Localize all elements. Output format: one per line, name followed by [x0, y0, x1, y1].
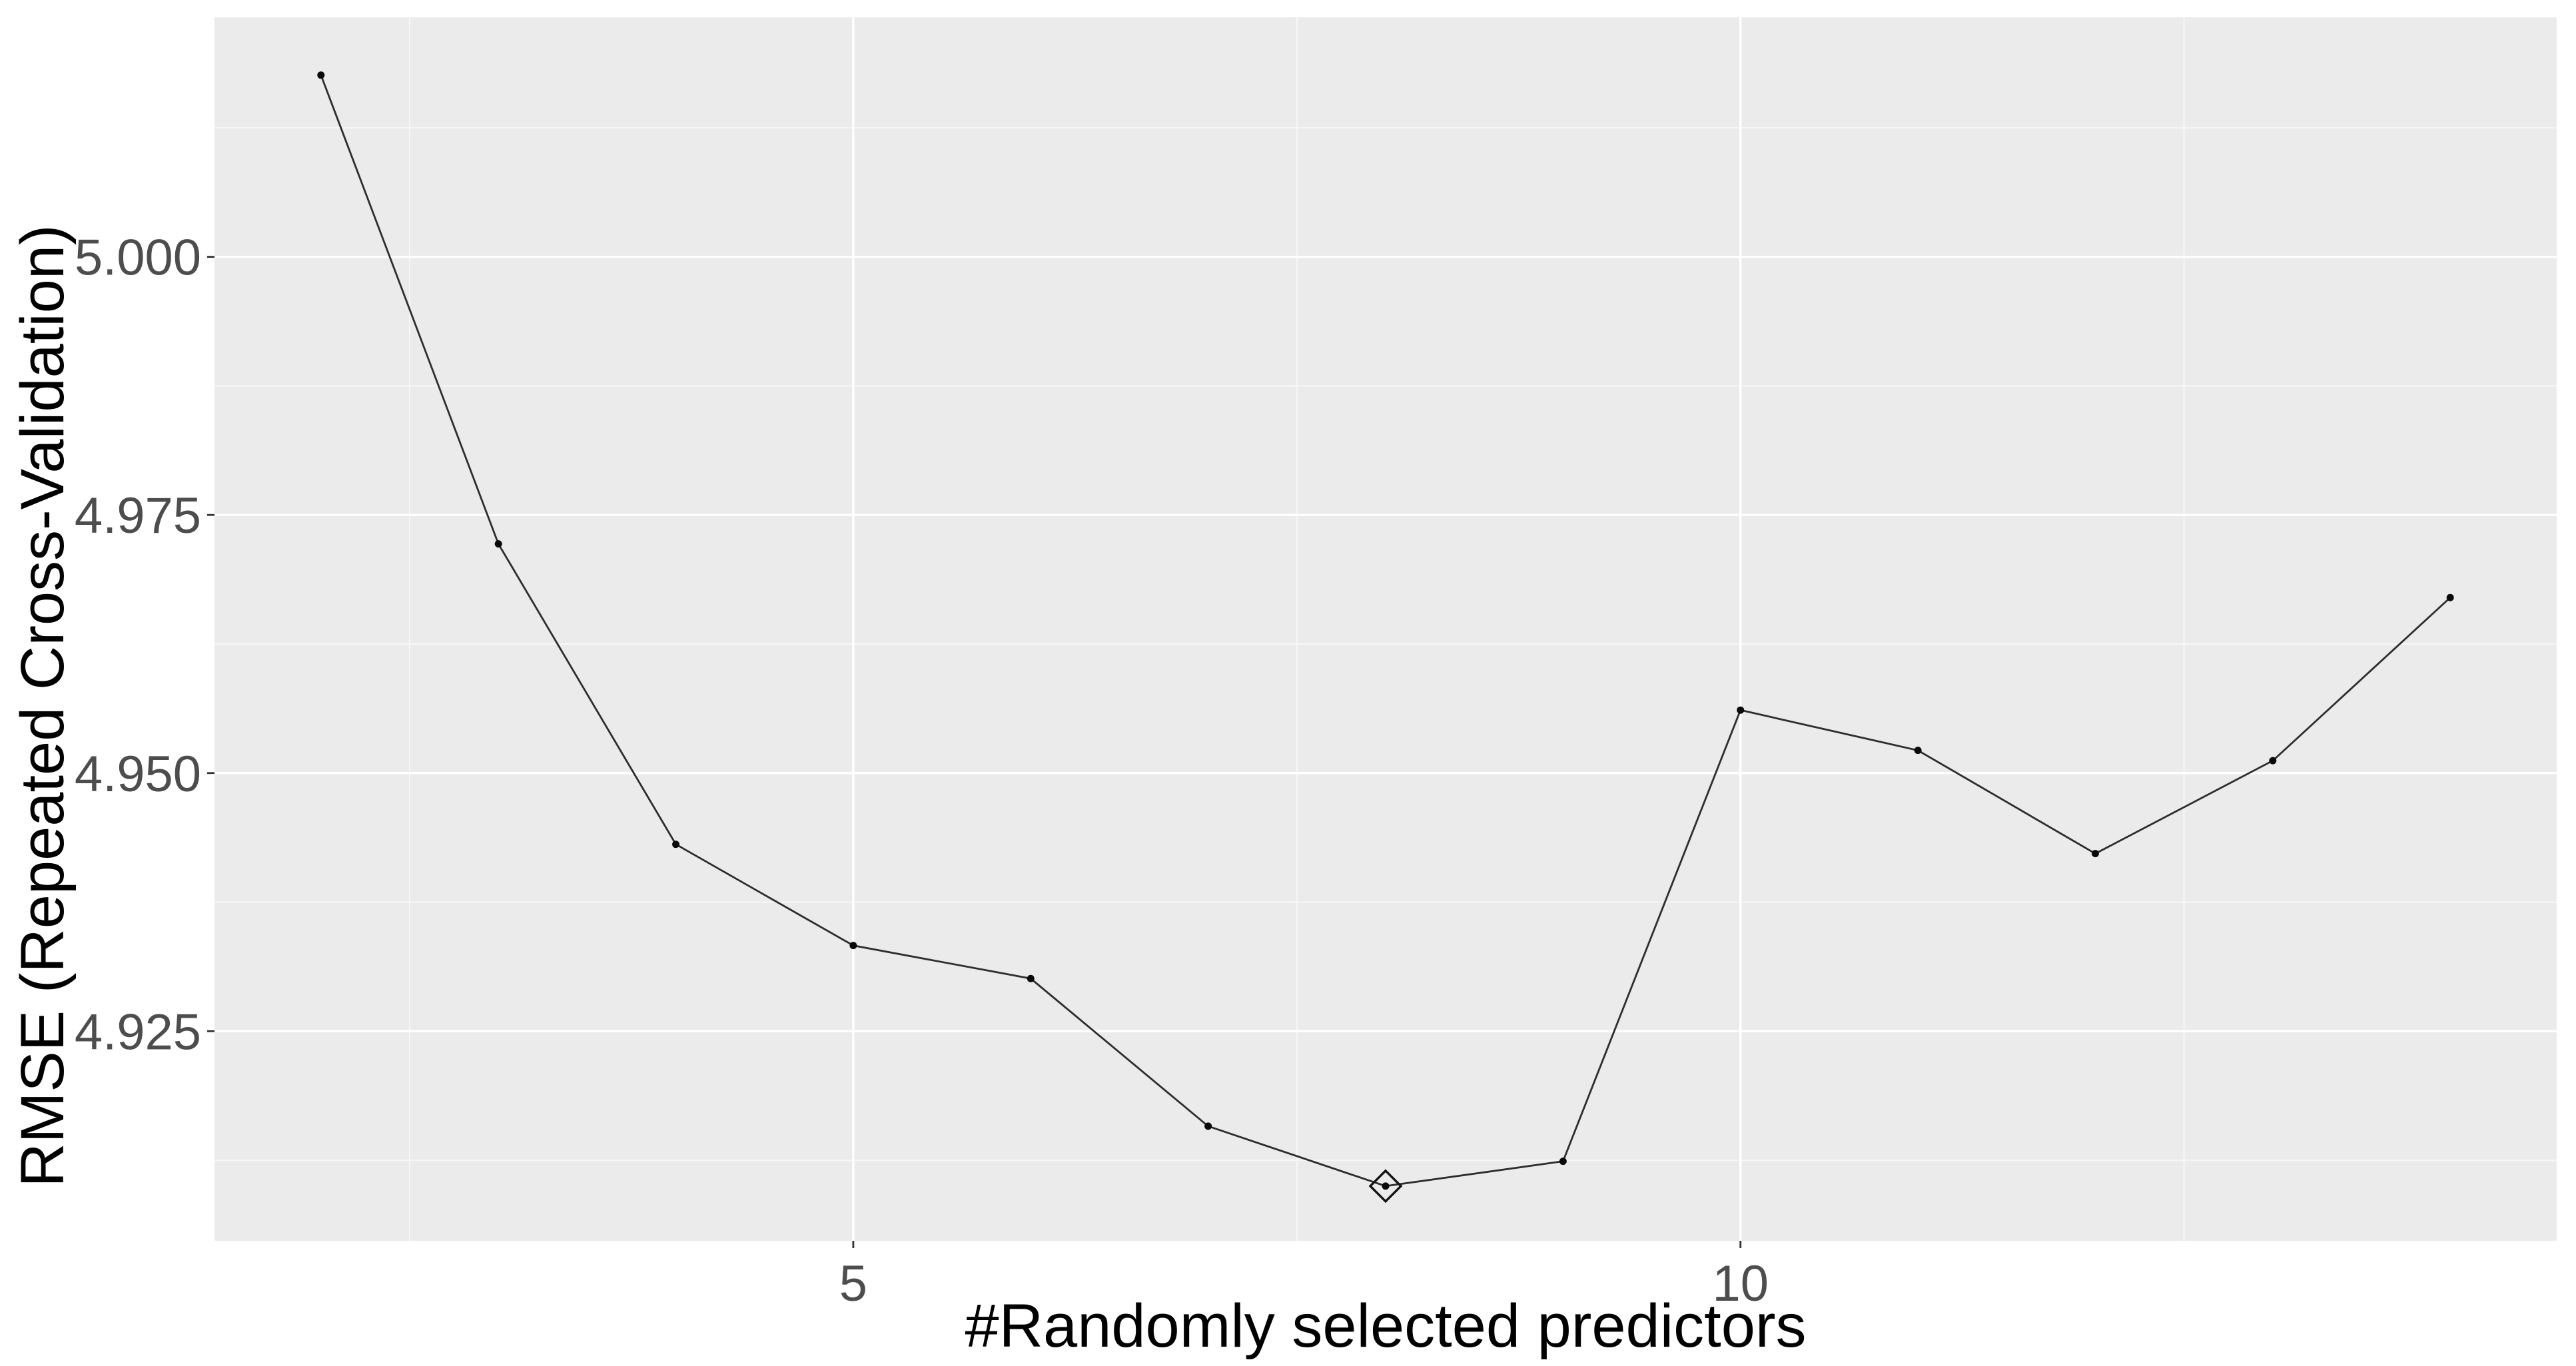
- x-tick-label: 10: [1712, 1255, 1769, 1312]
- data-point: [672, 841, 680, 849]
- data-point: [1027, 974, 1035, 982]
- gridlines-major: [215, 17, 2557, 1241]
- data-point: [317, 71, 325, 79]
- data-point: [1382, 1182, 1390, 1190]
- y-tick-label: 4.950: [75, 746, 201, 803]
- data-point: [2091, 850, 2099, 858]
- y-axis-title: RMSE (Repeated Cross-Validation): [9, 224, 77, 1187]
- data-point: [494, 540, 502, 548]
- data-point: [1737, 706, 1745, 714]
- gridlines-minor: [215, 17, 2557, 1241]
- data-points: [317, 71, 2454, 1190]
- x-tick-label: 5: [839, 1255, 867, 1312]
- data-point: [1559, 1158, 1567, 1166]
- plot-panel: [215, 17, 2557, 1241]
- best-point-diamond-icon: [1368, 1169, 1403, 1203]
- y-tick-label: 4.975: [75, 488, 201, 544]
- data-point: [2446, 593, 2454, 601]
- data-point: [1204, 1122, 1212, 1130]
- y-tick-label: 4.925: [75, 1004, 201, 1060]
- y-tick-label: 5.000: [75, 230, 201, 286]
- data-point: [2269, 757, 2277, 765]
- data-point: [1914, 747, 1922, 755]
- x-axis-title: #Randomly selected predictors: [965, 1292, 1806, 1360]
- best-point-marker: [1368, 1169, 1403, 1203]
- x-tick-labels: 5 10: [839, 1255, 1769, 1312]
- axis-tick-marks: [207, 256, 1742, 1248]
- y-tick-labels: 5.000 4.975 4.950 4.925: [75, 230, 201, 1061]
- data-point: [849, 942, 857, 950]
